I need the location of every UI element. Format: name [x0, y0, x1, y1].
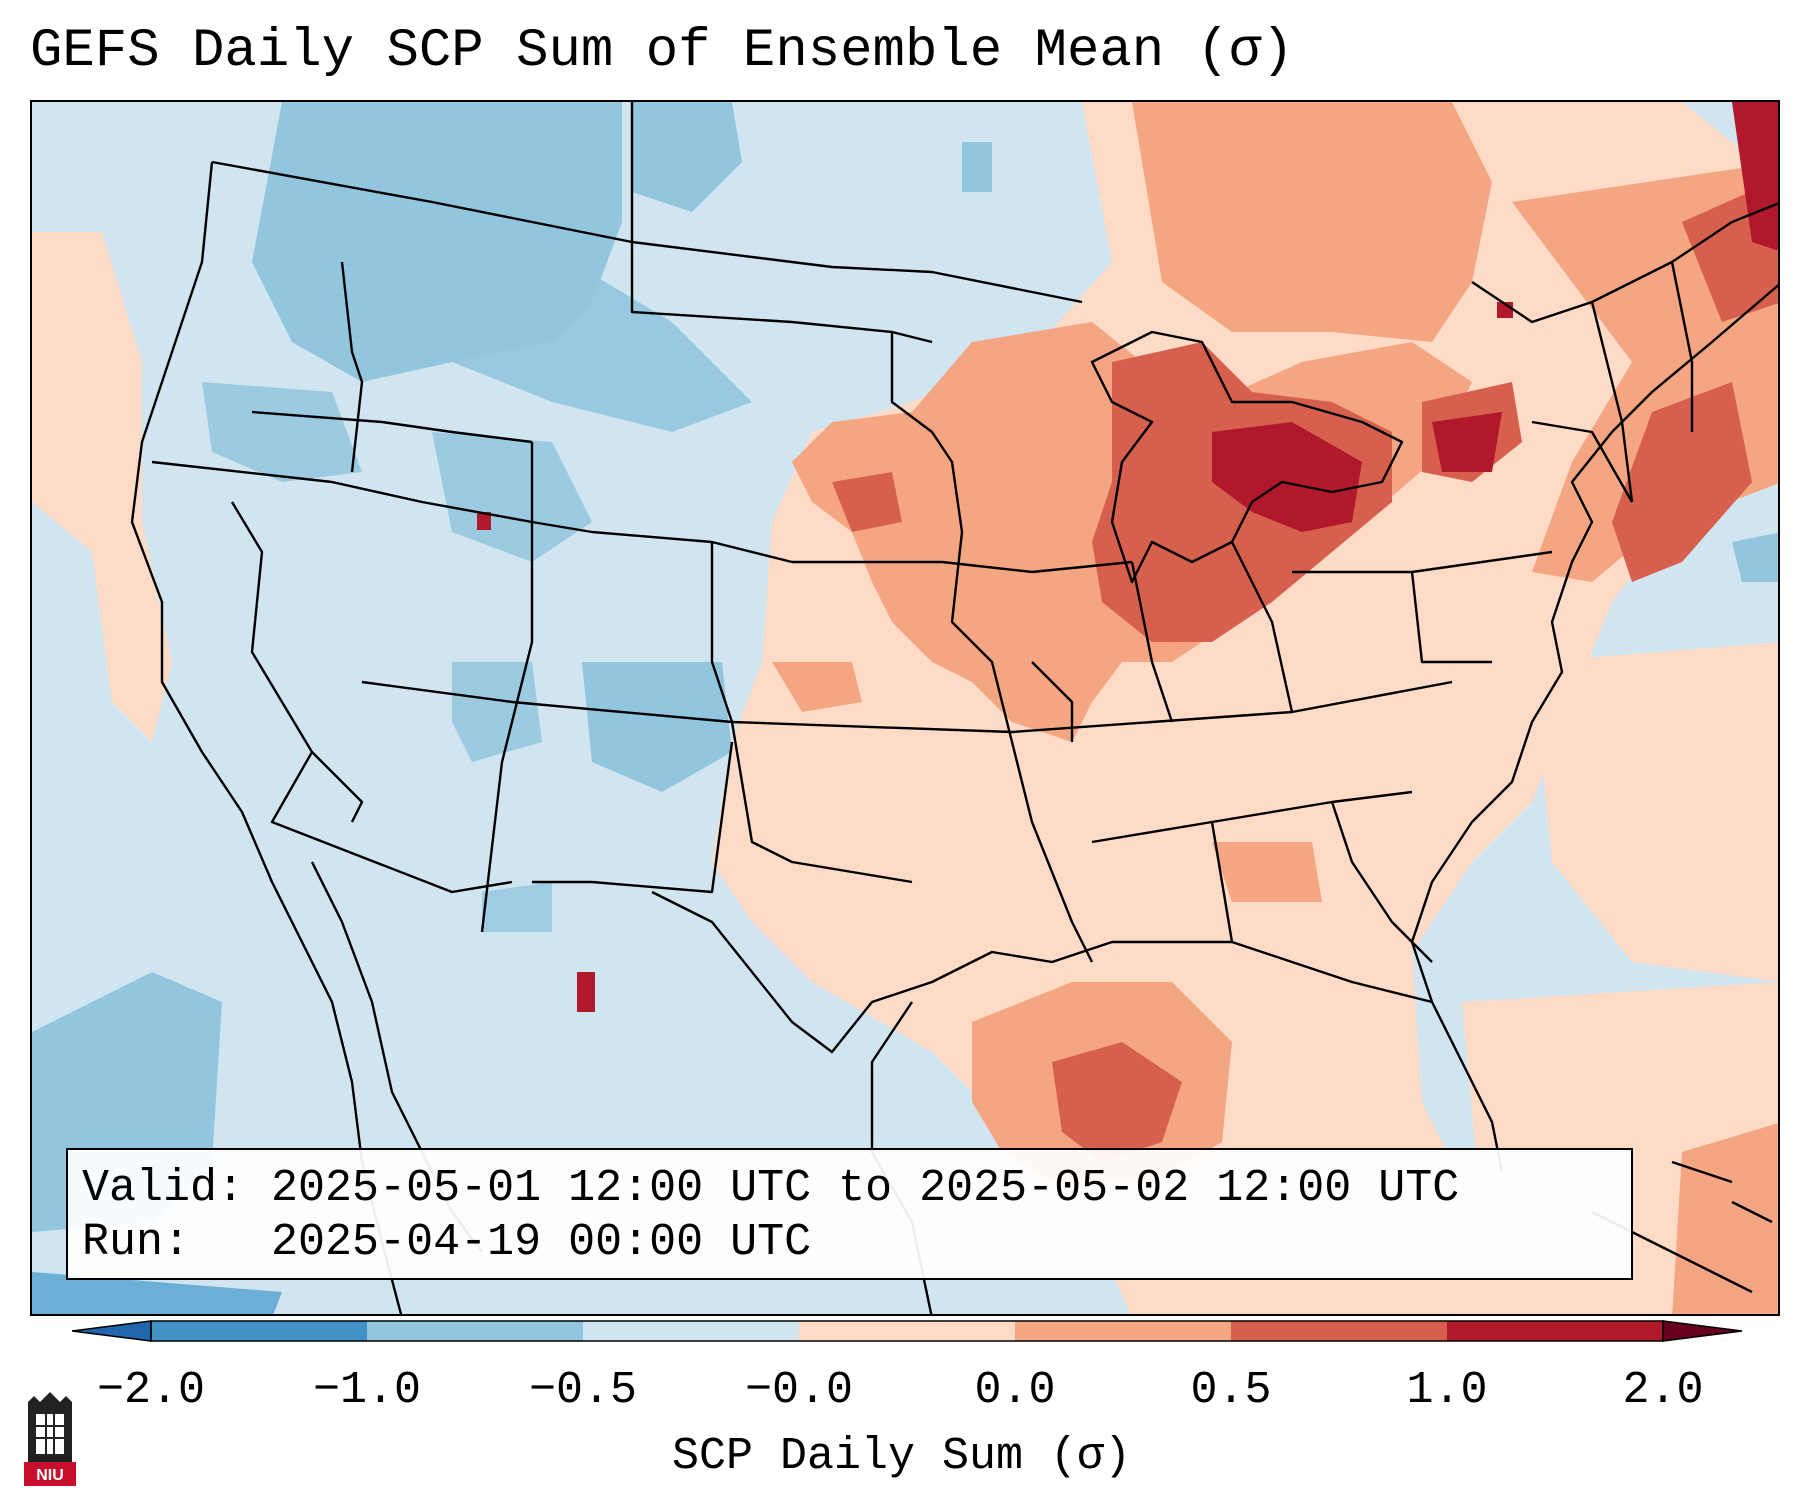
- boundaries: [130, 102, 1778, 1314]
- colorbar-label: SCP Daily Sum (σ): [671, 1431, 1132, 1482]
- colorbar-tick-label: 2.0: [1622, 1365, 1704, 1416]
- colorbar-segment: [583, 1321, 800, 1341]
- valid-row: Valid: 2025-05-01 12:00 UTC to 2025-05-0…: [82, 1162, 1617, 1216]
- colorbar-segment: [367, 1321, 584, 1341]
- chart-title: GEFS Daily SCP Sum of Ensemble Mean (σ): [30, 21, 1294, 82]
- colorbar-tick-label: −2.0: [96, 1365, 206, 1416]
- colorbar-segments: [151, 1321, 1664, 1341]
- colorbar-segment: [1015, 1321, 1232, 1341]
- colorbar: [72, 1320, 1742, 1342]
- colorbar-segment: [799, 1321, 1016, 1341]
- valid-label: Valid:: [82, 1163, 245, 1214]
- colorbar-segment: [1447, 1321, 1664, 1341]
- run-row: Run: 2025-04-19 00:00 UTC: [82, 1216, 1617, 1270]
- anomaly-map: [32, 102, 1778, 1314]
- colorbar-outline: [150, 1320, 1664, 1342]
- negative-anomaly-areas: [32, 102, 1778, 1314]
- colorbar-tick-label: 0.5: [1190, 1365, 1272, 1416]
- colorbar-tick-label: 1.0: [1406, 1365, 1488, 1416]
- colorbar-segment: [1231, 1321, 1448, 1341]
- run-value: 2025-04-19 00:00 UTC: [271, 1217, 812, 1268]
- valid-run-info-box: Valid: 2025-05-01 12:00 UTC to 2025-05-0…: [66, 1148, 1633, 1280]
- colorbar-segment: [151, 1321, 368, 1341]
- colorbar-tick-label: −0.5: [528, 1365, 638, 1416]
- colorbar-tick-label: −1.0: [312, 1365, 422, 1416]
- logo-text: NIU: [36, 1467, 64, 1484]
- colorbar-tick-label: 0.0: [974, 1365, 1056, 1416]
- colorbar-tick-label: −0.0: [744, 1365, 854, 1416]
- valid-value: 2025-05-01 12:00 UTC to 2025-05-02 12:00…: [271, 1163, 1460, 1214]
- niu-logo: NIU: [24, 1392, 76, 1486]
- map-panel: [30, 100, 1780, 1316]
- run-label: Run:: [82, 1217, 191, 1268]
- colorbar-extend-low: [72, 1320, 152, 1342]
- colorbar-extend-high: [1662, 1320, 1742, 1342]
